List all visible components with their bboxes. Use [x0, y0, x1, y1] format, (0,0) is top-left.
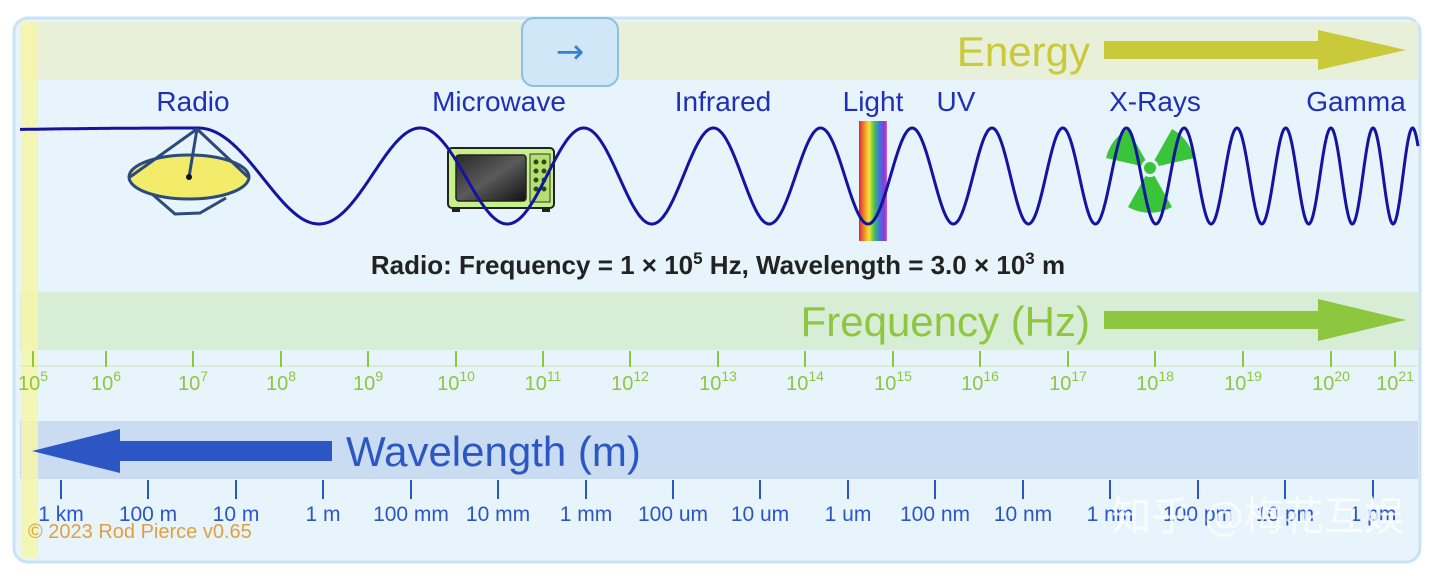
frequency-wavelength-readout: Radio: Frequency = 1 × 105 Hz, Wavelengt…	[371, 249, 1065, 280]
frequency-tick-label: 1015	[874, 368, 912, 395]
wavelength-tick-label: 10 m	[213, 503, 260, 526]
wavelength-tick-label: 100 mm	[373, 503, 449, 526]
energy-arrow-icon	[1104, 30, 1406, 70]
frequency-tick-label: 106	[91, 368, 121, 395]
microwave-oven-icon	[447, 147, 555, 212]
wavelength-tick-label: 1 m	[305, 503, 340, 526]
frequency-tick-label: 1021	[1376, 368, 1414, 395]
frequency-tick-label: 109	[353, 368, 383, 395]
wavelength-tick-label: 1 km	[38, 503, 84, 526]
frequency-tick-label: 105	[18, 368, 48, 395]
wavelength-tick-label: 1 um	[825, 503, 872, 526]
frequency-arrow-icon	[1104, 299, 1406, 341]
wavelength-tick-label: 10 nm	[994, 503, 1052, 526]
wavelength-tick-label: 10 um	[731, 503, 789, 526]
region-label-radio: Radio	[156, 86, 229, 117]
region-label-infrared: Infrared	[675, 86, 772, 117]
frequency-tick-label: 108	[266, 368, 296, 395]
wavelength-tick-label: 100 nm	[900, 503, 970, 526]
wavelength-tick-label: 1 mm	[560, 503, 613, 526]
frequency-tick-label: 1012	[611, 368, 649, 395]
frequency-tick-label: 1016	[961, 368, 999, 395]
wave-curve	[20, 126, 1420, 226]
right-arrow-icon: →	[556, 32, 585, 72]
wavelength-tick-label: 100 m	[119, 503, 177, 526]
direction-toggle-button[interactable]: →	[521, 17, 619, 87]
region-label-microwave: Microwave	[432, 86, 566, 117]
region-label-xrays: X-Rays	[1109, 86, 1201, 117]
frequency-tick-label: 1014	[786, 368, 824, 395]
region-label-uv: UV	[937, 86, 976, 117]
wavelength-arrow-icon	[32, 429, 332, 473]
wavelength-axis: 1 km 100 m 10 m 1 m 100 mm 10 mm 1 mm 100 um 10 …	[38, 480, 1396, 526]
energy-label: Energy	[957, 28, 1090, 75]
frequency-tick-label: 1010	[437, 368, 475, 395]
frequency-tick-label: 1020	[1312, 368, 1350, 395]
frequency-tick-label: 1019	[1224, 368, 1262, 395]
wavelength-tick-label: 100 um	[638, 503, 708, 526]
frequency-tick-label: 1018	[1136, 368, 1174, 395]
frequency-tick-label: 107	[178, 368, 208, 395]
frequency-axis: 105 106 107 108 109 1010 1011 1012 1013 1014 1015 1…	[18, 351, 1414, 395]
region-label-light: Light	[843, 86, 904, 117]
region-label-gamma: Gamma	[1306, 86, 1406, 117]
wavelength-tick-label: 1 nm	[1087, 503, 1134, 526]
wavelength-tick-label: 100 pm	[1163, 503, 1233, 526]
wavelength-tick-label: 10 pm	[1256, 503, 1314, 526]
wavelength-tick-label: 10 mm	[466, 503, 530, 526]
satellite-dish-icon	[127, 127, 251, 216]
wavelength-tick-label: 1 pm	[1350, 503, 1397, 526]
frequency-tick-label: 1011	[525, 368, 562, 395]
frequency-label: Frequency (Hz)	[801, 298, 1090, 345]
frequency-tick-label: 1017	[1049, 368, 1087, 395]
credit-text: © 2023 Rod Pierce v0.65	[28, 521, 252, 543]
watermark-text: 知乎 @梅花互娱	[1111, 494, 1404, 540]
position-slider[interactable]	[21, 22, 38, 558]
frequency-tick-label: 1013	[699, 368, 737, 395]
wavelength-label: Wavelength (m)	[346, 428, 641, 475]
